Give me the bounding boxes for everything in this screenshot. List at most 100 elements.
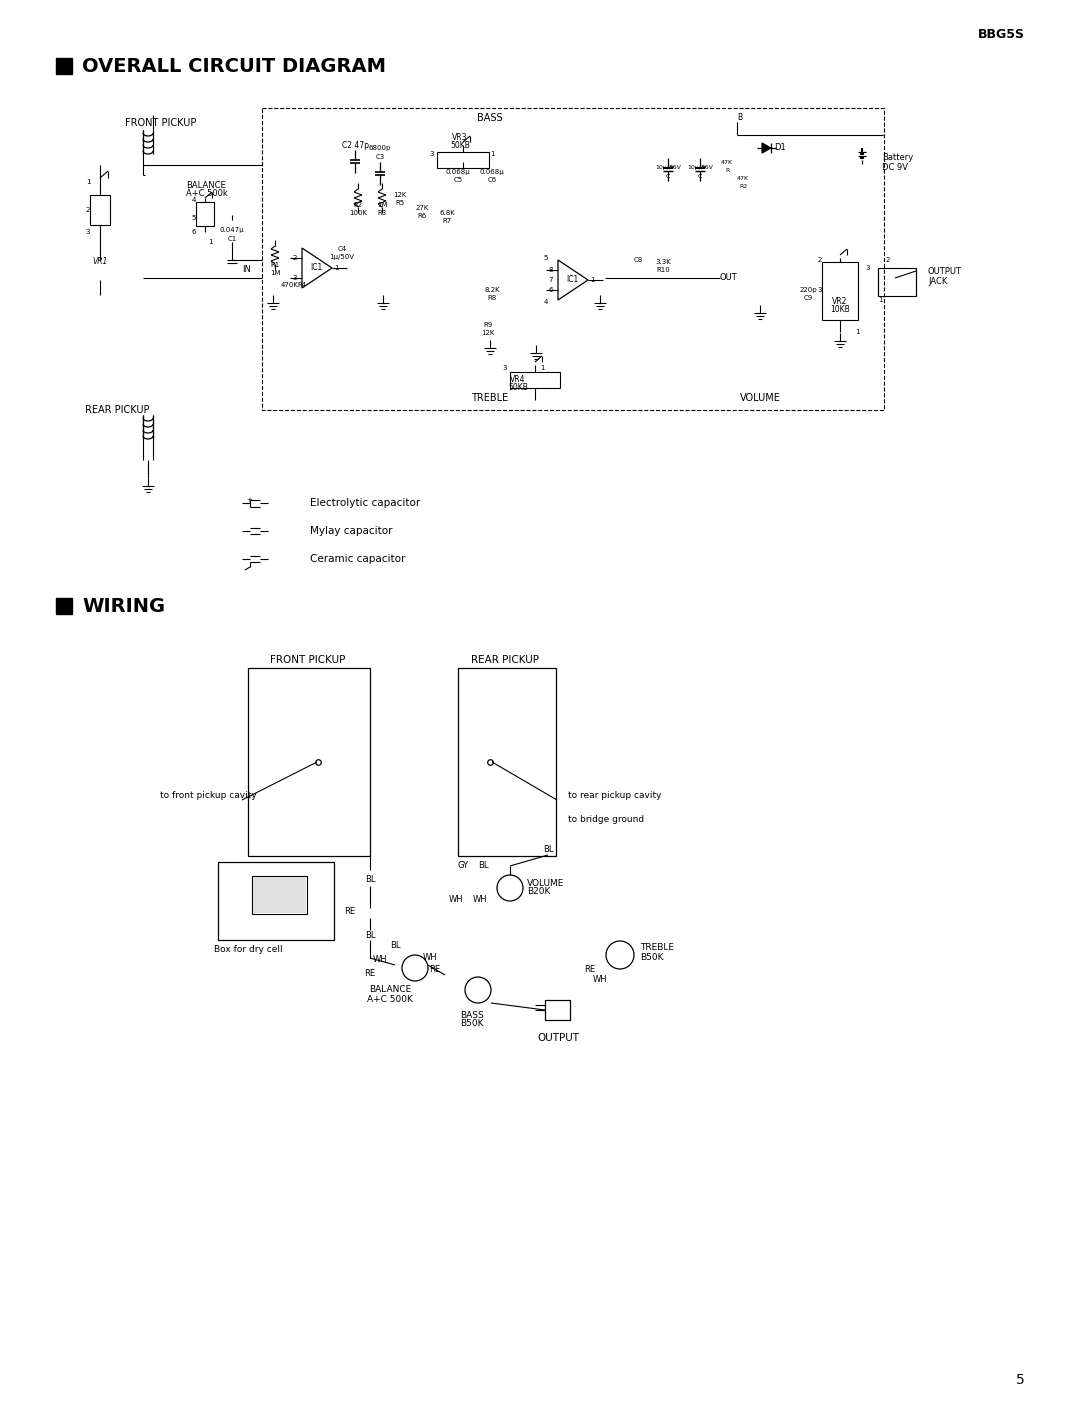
Text: Box for dry cell: Box for dry cell <box>214 946 282 954</box>
Text: 8: 8 <box>549 267 553 273</box>
Text: IC1: IC1 <box>310 263 322 273</box>
Text: 1: 1 <box>85 179 91 184</box>
Text: 1: 1 <box>854 329 860 335</box>
Text: C1: C1 <box>228 236 237 242</box>
Text: BALANCE: BALANCE <box>369 985 411 995</box>
Bar <box>253 877 306 913</box>
Text: Mylay capacitor: Mylay capacitor <box>310 526 392 536</box>
Text: 3: 3 <box>818 287 822 293</box>
Text: 10μ/16V: 10μ/16V <box>656 166 680 170</box>
Text: BASS: BASS <box>477 113 503 122</box>
Text: +: + <box>700 165 706 170</box>
Text: C4: C4 <box>337 246 347 252</box>
Text: +: + <box>246 497 252 502</box>
Text: 3.3K: 3.3K <box>656 259 671 265</box>
Text: Ceramic capacitor: Ceramic capacitor <box>310 554 405 564</box>
Text: R3: R3 <box>377 210 387 217</box>
Text: R4: R4 <box>297 281 307 288</box>
Text: 2: 2 <box>293 255 297 262</box>
Text: VR3: VR3 <box>453 132 468 142</box>
Text: IN: IN <box>243 266 252 274</box>
Text: BASS: BASS <box>460 1010 484 1020</box>
Bar <box>545 1000 570 1020</box>
Bar <box>248 668 370 855</box>
Text: A+C 500k: A+C 500k <box>186 190 228 198</box>
Text: IC1: IC1 <box>566 276 578 284</box>
Bar <box>262 108 885 409</box>
Text: 0.047μ: 0.047μ <box>219 227 244 234</box>
Text: +: + <box>669 165 674 170</box>
Text: 1: 1 <box>590 277 594 283</box>
Bar <box>822 262 858 319</box>
Text: R10: R10 <box>657 267 670 273</box>
Text: DC 9V: DC 9V <box>882 162 908 172</box>
Text: BBG5S: BBG5S <box>978 28 1025 41</box>
Text: GY: GY <box>458 861 469 871</box>
Bar <box>218 862 334 940</box>
Text: 2: 2 <box>886 257 890 263</box>
Text: RE: RE <box>430 965 441 975</box>
Text: 3: 3 <box>430 151 434 158</box>
Bar <box>458 668 556 855</box>
Text: WH: WH <box>593 975 607 985</box>
Text: 6800p: 6800p <box>368 145 391 151</box>
Text: FRONT PICKUP: FRONT PICKUP <box>270 656 346 666</box>
Text: 1: 1 <box>207 239 213 245</box>
Text: RE: RE <box>345 908 355 916</box>
Text: WIRING: WIRING <box>82 597 165 615</box>
Text: WH: WH <box>448 895 463 905</box>
Text: R: R <box>725 167 729 173</box>
Text: 12K: 12K <box>482 331 495 336</box>
Text: TREBLE: TREBLE <box>640 944 674 953</box>
Text: C9: C9 <box>804 295 812 301</box>
Text: REAR PICKUP: REAR PICKUP <box>85 405 149 415</box>
Text: 6: 6 <box>191 229 195 235</box>
Text: 10μ/16V: 10μ/16V <box>687 166 713 170</box>
Text: R7: R7 <box>443 218 451 224</box>
Text: 6.8K: 6.8K <box>440 210 455 217</box>
Text: A+C 500K: A+C 500K <box>367 995 413 1003</box>
Text: OUTPUT: OUTPUT <box>537 1033 579 1043</box>
Text: BALANCE: BALANCE <box>186 180 226 190</box>
Text: 3: 3 <box>503 364 508 371</box>
Text: BL: BL <box>390 940 401 950</box>
Bar <box>90 196 110 225</box>
Text: BL: BL <box>543 846 553 854</box>
Text: 1: 1 <box>540 364 544 371</box>
Text: 50KB: 50KB <box>508 384 528 393</box>
Text: 470K: 470K <box>281 281 299 288</box>
Text: BL: BL <box>477 861 488 871</box>
Bar <box>56 598 72 613</box>
Text: FRONT PICKUP: FRONT PICKUP <box>125 118 197 128</box>
Text: 0.068μ: 0.068μ <box>446 169 471 174</box>
Text: WH: WH <box>373 955 388 965</box>
Text: R8: R8 <box>487 295 497 301</box>
Bar <box>252 877 307 915</box>
Text: 220p: 220p <box>799 287 816 293</box>
Text: R2: R2 <box>739 183 747 189</box>
Text: RE: RE <box>364 969 376 978</box>
Text: 5: 5 <box>1016 1373 1025 1387</box>
Text: D1: D1 <box>774 144 786 152</box>
Polygon shape <box>762 144 771 153</box>
Text: 6: 6 <box>549 287 553 293</box>
Text: 7: 7 <box>549 277 553 283</box>
Bar <box>510 371 561 388</box>
Text: C6: C6 <box>487 177 497 183</box>
Text: 50KB: 50KB <box>450 141 470 149</box>
Text: 5: 5 <box>191 215 195 221</box>
Text: R9: R9 <box>484 322 492 328</box>
Bar <box>437 152 489 167</box>
Text: 1: 1 <box>334 265 338 272</box>
Text: TREBLE: TREBLE <box>471 393 509 402</box>
Text: 3: 3 <box>293 274 297 281</box>
Text: R6: R6 <box>417 212 427 219</box>
Text: B: B <box>738 114 743 122</box>
Text: to bridge ground: to bridge ground <box>568 816 644 825</box>
Text: B50K: B50K <box>460 1020 484 1029</box>
Text: VOLUME: VOLUME <box>527 878 565 888</box>
Text: 1μ/50V: 1μ/50V <box>329 255 354 260</box>
Text: VR4: VR4 <box>510 376 526 384</box>
Text: 47K: 47K <box>721 159 733 165</box>
Text: OUT: OUT <box>720 273 738 283</box>
